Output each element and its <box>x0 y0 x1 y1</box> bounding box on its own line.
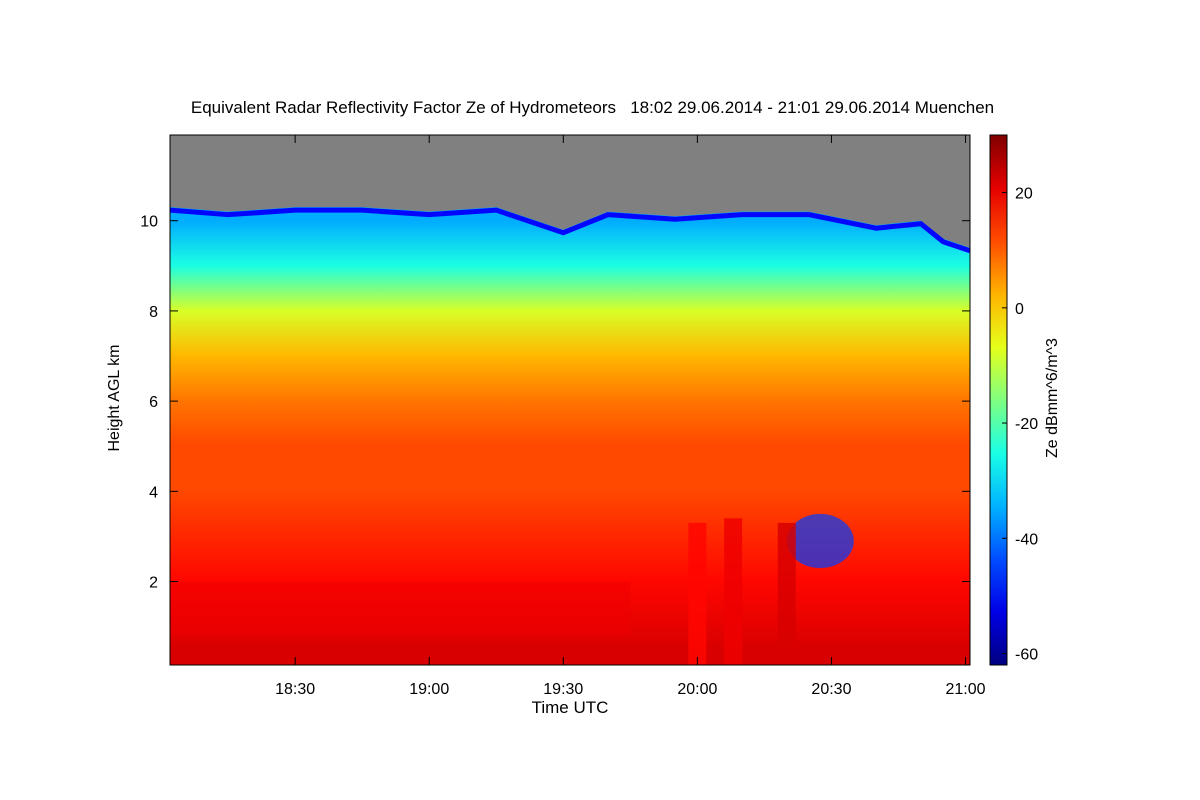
x-tick-label: 19:30 <box>543 681 583 698</box>
x-tick-label: 20:30 <box>811 681 851 698</box>
y-tick-label: 6 <box>149 394 158 411</box>
colorbar-tick-label: 20 <box>1015 186 1033 203</box>
colorbar-label: Ze dBmm^6/m^3 <box>1044 338 1061 458</box>
melting-layer <box>170 581 631 636</box>
cloud-top-edge <box>170 207 970 254</box>
colorbar-tick-label: -20 <box>1015 416 1038 433</box>
reflectivity-field <box>170 207 970 665</box>
y-tick-label: 4 <box>149 484 158 501</box>
y-tick-label: 10 <box>140 214 158 231</box>
x-tick-label: 21:00 <box>946 681 986 698</box>
colorbar-tick-label: -40 <box>1015 531 1038 548</box>
low-echo-region <box>786 513 854 569</box>
y-axis-label: Height AGL km <box>106 344 123 452</box>
x-tick-label: 18:30 <box>275 681 315 698</box>
y-tick-label: 8 <box>149 304 158 321</box>
x-tick-label: 19:00 <box>409 681 449 698</box>
plot-area <box>170 135 970 665</box>
convective-cell <box>777 522 796 665</box>
colorbar-tick-label: -60 <box>1015 646 1038 663</box>
y-tick-label: 2 <box>149 575 158 592</box>
colorbar-tick-label: 0 <box>1015 301 1024 318</box>
x-axis-label: Time UTC <box>531 698 609 717</box>
convective-cell <box>688 522 707 665</box>
colorbar <box>989 134 1008 666</box>
plot-frame <box>169 134 971 666</box>
x-tick-label: 20:00 <box>677 681 717 698</box>
convective-cell <box>724 518 743 665</box>
chart-title: Equivalent Radar Reflectivity Factor Ze … <box>190 98 995 117</box>
